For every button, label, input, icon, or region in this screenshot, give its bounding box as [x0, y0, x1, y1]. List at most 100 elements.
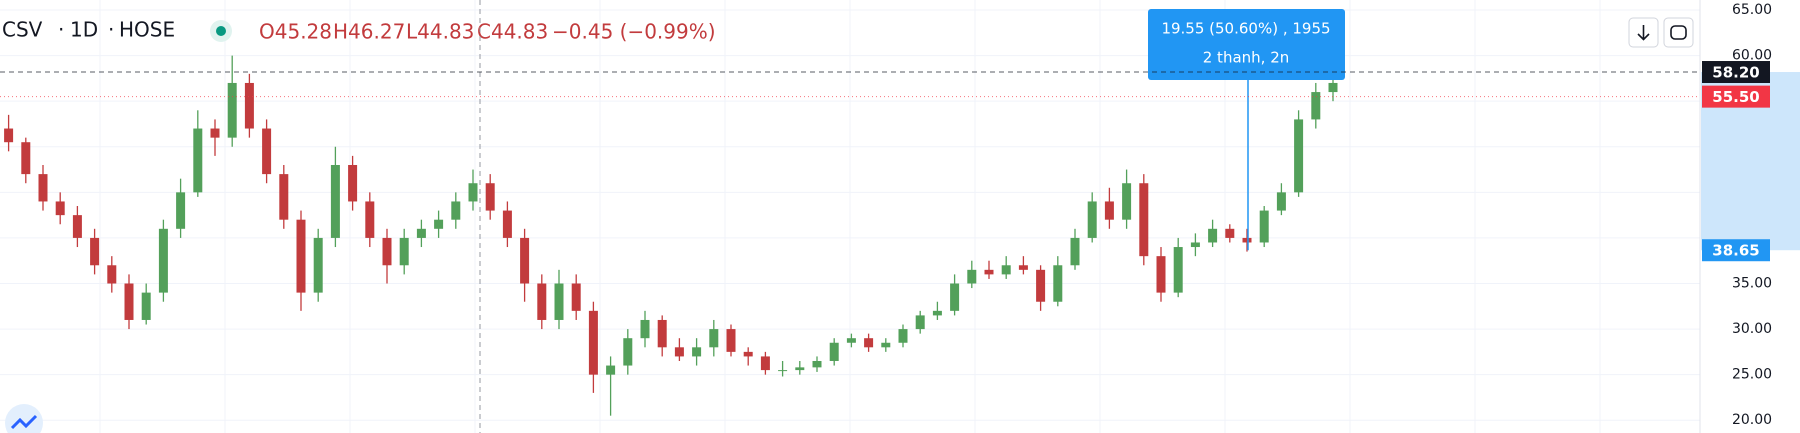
candle-body: [709, 329, 719, 348]
price-label: 38.65: [1712, 242, 1759, 260]
measure-tooltip: [1148, 9, 1345, 80]
candle-body: [1208, 228, 1218, 243]
candle-body: [502, 210, 512, 238]
candle-body: [451, 201, 461, 220]
sep: ·: [58, 18, 64, 42]
ohlc-high: H46.27: [333, 20, 405, 44]
candle-body: [915, 315, 925, 330]
candle-body: [90, 237, 100, 266]
candle-body: [1190, 242, 1200, 248]
logo-bg: [5, 404, 43, 433]
price-label: 55.50: [1712, 88, 1759, 106]
candle-body: [107, 265, 117, 284]
candle-body: [881, 342, 891, 348]
candle-body: [1225, 228, 1235, 238]
plot: [4, 55, 1338, 416]
exchange: HOSE: [119, 18, 175, 42]
symbol: CSV: [2, 18, 43, 42]
candle-body: [864, 338, 874, 348]
candle-body: [743, 351, 753, 357]
candle-body: [365, 201, 375, 238]
candle-body: [1104, 201, 1114, 220]
candle-body: [244, 82, 254, 129]
price-label-box: [1702, 61, 1770, 84]
candle-body: [932, 310, 942, 316]
candle-body: [434, 219, 444, 229]
candle-body: [124, 283, 134, 320]
candle-body: [1139, 183, 1149, 257]
candle-body: [330, 164, 340, 238]
candle-body: [692, 347, 702, 357]
candle-body: [227, 82, 237, 138]
candle-body: [520, 237, 530, 284]
y-tick-label: 25.00: [1732, 367, 1772, 383]
y-tick-label: 35.00: [1732, 276, 1772, 292]
candle-body: [1001, 265, 1011, 275]
reset-button[interactable]: [1663, 17, 1694, 48]
candle-body: [279, 174, 289, 220]
price-label-box: [1702, 239, 1770, 262]
candle-body: [416, 228, 426, 238]
candle-body: [657, 319, 667, 348]
candle-body: [1276, 192, 1286, 211]
candle-body: [141, 292, 151, 320]
candle-body: [262, 128, 272, 175]
candle-body: [967, 269, 977, 284]
candle-body: [468, 183, 478, 202]
ohlc-close: C44.83: [477, 20, 548, 44]
candle-body: [640, 319, 650, 339]
candle-body: [382, 237, 392, 266]
candle-body: [485, 183, 495, 211]
candle-body: [296, 219, 306, 293]
scroll-icon: [1637, 25, 1650, 41]
measure-text: 19.55 (50.60%) , 1955: [1161, 20, 1330, 38]
y-tick-label: 60.00: [1732, 48, 1772, 64]
candle-body: [1122, 183, 1132, 220]
candle-body: [760, 356, 770, 371]
candle-body: [588, 310, 598, 375]
status-dot: [216, 26, 226, 36]
candle-body: [1018, 265, 1028, 270]
candle-body: [193, 128, 203, 193]
candle-body: [348, 164, 358, 202]
candle-body: [1053, 265, 1063, 302]
interval: 1D: [70, 18, 98, 42]
grid: [0, 0, 1700, 433]
toolbar: [1628, 17, 1694, 48]
y-tick-label: 20.00: [1732, 412, 1772, 428]
candle-body: [846, 338, 856, 343]
candle-body: [1070, 237, 1080, 266]
candle-body: [4, 128, 14, 143]
candle-body: [1242, 237, 1252, 243]
logo: [5, 404, 43, 433]
candle-body: [1036, 269, 1046, 302]
candle-body: [623, 338, 633, 366]
candle-body: [176, 192, 186, 229]
y-tick-label: 30.00: [1732, 321, 1772, 337]
candle-body: [1294, 119, 1304, 193]
candle-body: [210, 128, 220, 138]
y-tick-label: 65.00: [1732, 2, 1772, 18]
overlay: 19.55 (50.60%) , 1955 2 thanh, 2n: [0, 0, 1700, 433]
candle-body: [1156, 256, 1166, 293]
logo-mark: [10, 414, 38, 430]
candle-body: [21, 142, 31, 175]
candle-body: [726, 329, 736, 352]
candle-body: [778, 370, 788, 372]
candle-body: [795, 367, 805, 371]
ohlc-open: O45.28: [259, 20, 332, 44]
candle-body: [55, 201, 65, 216]
price-label: 58.20: [1712, 64, 1759, 82]
candle-body: [829, 342, 839, 361]
candle-body: [606, 365, 616, 375]
candle-body: [158, 228, 168, 293]
candle-body: [1328, 82, 1338, 93]
price-label-box: [1702, 85, 1770, 108]
candle-body: [554, 283, 564, 320]
candle-body: [399, 237, 409, 266]
candle-body: [1259, 210, 1269, 243]
reset-icon: [1670, 25, 1687, 40]
candle-body: [1311, 92, 1321, 120]
